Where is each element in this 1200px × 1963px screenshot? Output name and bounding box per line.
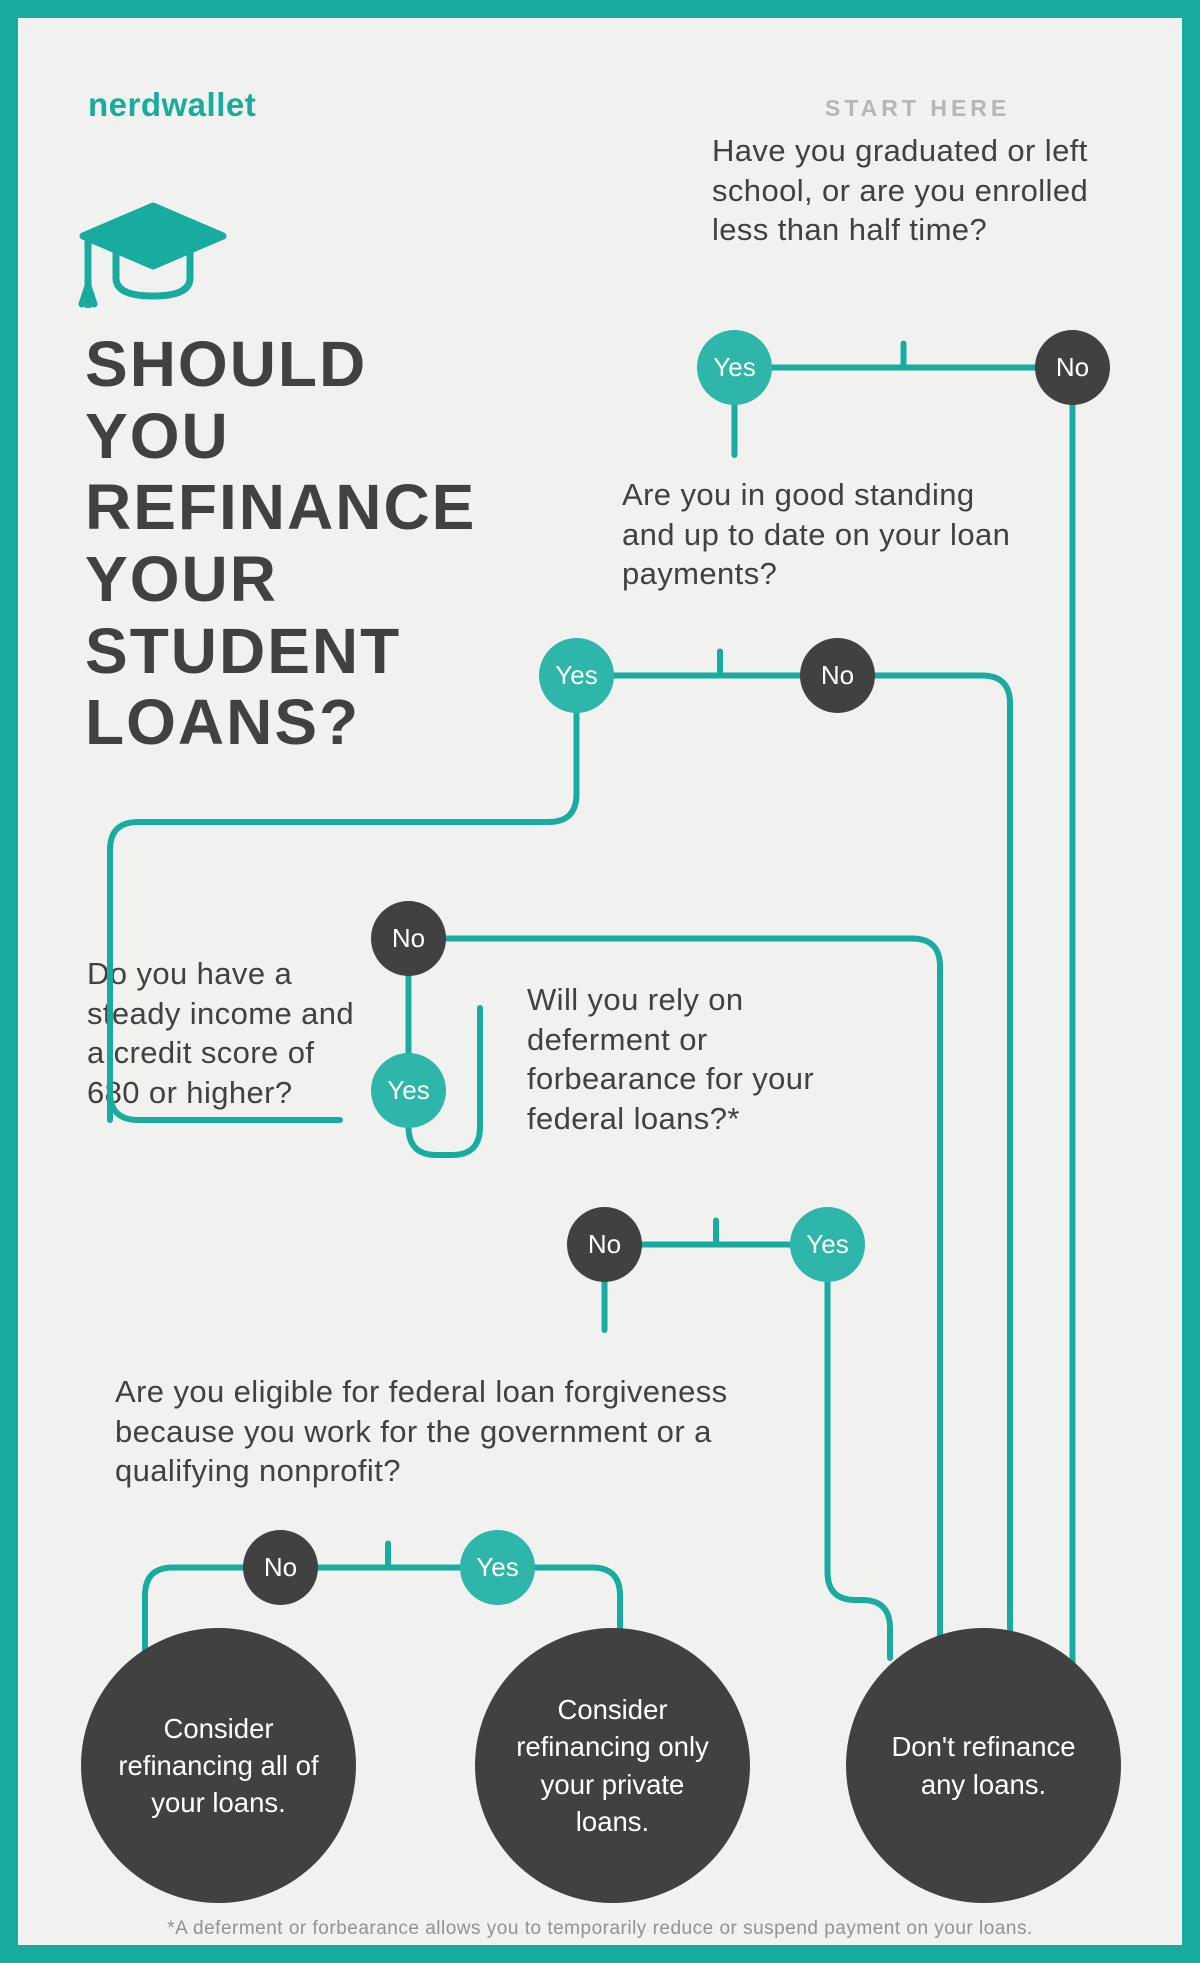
q4-yes-node: Yes [790, 1207, 865, 1282]
q2-yes-node: Yes [539, 638, 614, 713]
outcome-refinance-all: Consider refinancing all of your loans. [81, 1628, 356, 1903]
question-2: Are you in good standing and up to date … [622, 475, 1022, 594]
q1-no-node: No [1035, 330, 1110, 405]
footnote: *A deferment or forbearance allows you t… [0, 1918, 1200, 1940]
main-title: SHOULDYOUREFINANCEYOURSTUDENTLOANS? [85, 329, 476, 759]
outcome-dont-refinance: Don't refinance any loans. [846, 1628, 1121, 1903]
q5-no-node: No [243, 1530, 318, 1605]
q4-no-node: No [567, 1207, 642, 1282]
start-here-label: START HERE [825, 95, 1010, 122]
graduation-cap-icon [78, 198, 228, 308]
q1-yes-node: Yes [697, 330, 772, 405]
question-5: Are you eligible for federal loan forgiv… [115, 1372, 815, 1491]
q3-no-node: No [371, 901, 446, 976]
question-4: Will you rely on deferment or forbearanc… [527, 980, 857, 1139]
question-3: Do you have a steady income and a credit… [87, 954, 367, 1113]
q5-yes-node: Yes [460, 1530, 535, 1605]
outcome-refinance-private: Consider refinancing only your private l… [475, 1628, 750, 1903]
question-1: Have you graduated or left school, or ar… [712, 131, 1102, 250]
q3-yes-node: Yes [371, 1053, 446, 1128]
q2-no-node: No [800, 638, 875, 713]
frame: nerdwallet START HERE SHOULDYOUREFINANCE… [0, 0, 1200, 1963]
brand-logo: nerdwallet [88, 86, 256, 124]
